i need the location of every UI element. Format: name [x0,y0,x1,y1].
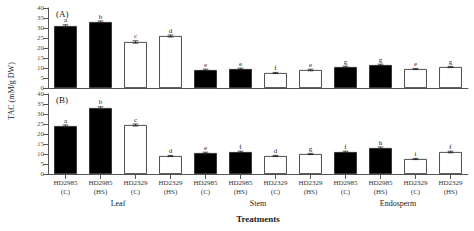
svg-text:5: 5 [41,160,45,168]
svg-text:h: h [379,139,383,147]
svg-text:d: d [274,147,278,155]
svg-text:d: d [169,147,173,155]
svg-text:(C): (C) [271,188,281,196]
svg-text:c: c [134,116,137,124]
svg-text:HD2329: HD2329 [263,179,288,187]
svg-text:(HS): (HS) [234,188,248,196]
svg-text:5: 5 [41,74,45,82]
svg-text:HD2329: HD2329 [403,179,428,187]
svg-text:40: 40 [37,4,45,12]
svg-text:(HS): (HS) [304,188,318,196]
svg-text:35: 35 [37,100,45,108]
svg-text:20: 20 [37,44,45,52]
svg-text:(HS): (HS) [374,188,388,196]
svg-text:g: g [344,58,348,66]
svg-text:10: 10 [37,150,45,158]
svg-text:(B): (B) [56,95,68,105]
svg-text:25: 25 [37,120,45,128]
svg-text:HD2985: HD2985 [53,179,78,187]
svg-text:f: f [274,64,277,72]
svg-text:(C): (C) [61,188,71,196]
svg-text:e: e [204,61,207,69]
svg-text:HD2985: HD2985 [193,179,218,187]
svg-text:d: d [169,27,173,35]
svg-text:HD2985: HD2985 [368,179,393,187]
svg-text:b: b [99,98,103,106]
svg-text:a: a [63,16,68,25]
svg-text:(HS): (HS) [94,188,108,196]
svg-text:g: g [449,58,453,66]
svg-text:15: 15 [37,54,45,62]
svg-text:HD2329: HD2329 [298,179,323,187]
svg-text:e: e [204,144,207,152]
svg-text:40: 40 [37,90,45,98]
svg-text:i: i [415,150,417,158]
svg-text:15: 15 [37,140,45,148]
svg-text:10: 10 [37,64,45,72]
svg-text:Stem: Stem [250,199,267,208]
svg-text:(HS): (HS) [444,188,458,196]
svg-text:(C): (C) [341,188,351,196]
svg-text:f: f [239,143,242,151]
svg-text:HD2329: HD2329 [438,179,463,187]
svg-text:HD2985: HD2985 [333,179,358,187]
svg-text:f: f [449,143,452,151]
svg-text:25: 25 [37,34,45,42]
svg-text:Endosperm: Endosperm [380,199,417,208]
svg-text:35: 35 [37,14,45,22]
svg-text:0: 0 [41,170,45,178]
svg-text:HD2329: HD2329 [123,179,148,187]
svg-text:30: 30 [37,24,45,32]
svg-text:f: f [344,143,347,151]
svg-text:30: 30 [37,110,45,118]
svg-text:Treatments: Treatments [236,214,280,224]
svg-text:c: c [134,32,137,40]
svg-text:(HS): (HS) [164,188,178,196]
svg-text:e: e [414,60,417,68]
svg-text:(A): (A) [56,9,69,19]
svg-text:HD2985: HD2985 [88,179,113,187]
svg-text:(C): (C) [131,188,141,196]
svg-text:0: 0 [40,84,44,92]
svg-text:20: 20 [37,130,45,138]
svg-text:TAC (mM/g DW): TAC (mM/g DW) [7,62,16,120]
svg-text:g: g [309,145,313,153]
svg-text:g: g [379,56,383,64]
svg-text:a: a [64,117,68,125]
svg-text:b: b [99,13,103,21]
svg-text:e: e [239,60,242,68]
svg-text:e: e [309,61,312,69]
svg-text:(C): (C) [201,188,211,196]
svg-text:(C): (C) [411,188,421,196]
svg-text:Leaf: Leaf [111,199,126,208]
svg-text:HD2985: HD2985 [228,179,253,187]
svg-text:HD2329: HD2329 [158,179,183,187]
